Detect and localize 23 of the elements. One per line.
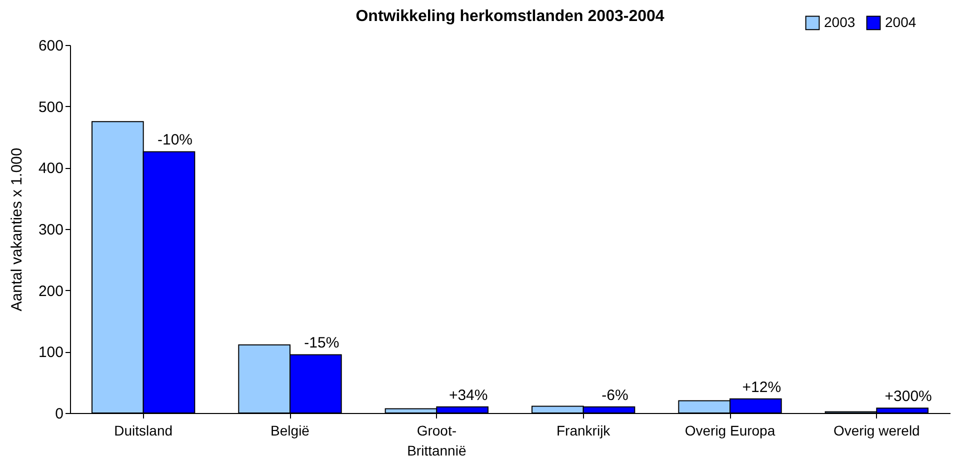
x-tick-label: België xyxy=(270,422,310,438)
y-tick-label: 200 xyxy=(38,282,64,300)
x-tick-label: Groot-Brittannië xyxy=(407,422,466,458)
x-tick-label: Overig wereld xyxy=(833,422,920,438)
y-tick-label: 400 xyxy=(38,160,64,178)
annotation: +12% xyxy=(742,378,782,396)
chart-title: Ontwikkeling herkomstlanden 2003-2004 xyxy=(356,8,664,25)
x-tick-label: Frankrijk xyxy=(556,422,612,438)
annotation: +34% xyxy=(448,386,488,404)
y-tick-label: 600 xyxy=(38,38,64,54)
annotation: +300% xyxy=(884,388,932,406)
annotation: -10% xyxy=(157,132,193,149)
y-tick-label: 100 xyxy=(38,344,64,362)
y-tick-label: 500 xyxy=(38,98,64,116)
x-tick-label: Overig Europa xyxy=(684,422,776,438)
y-axis-title: Aantal vakanties x 1.000 xyxy=(8,148,26,312)
annotation: -6% xyxy=(602,386,628,404)
annotation: -15% xyxy=(304,334,340,352)
legend-label: 2004 xyxy=(885,14,916,30)
y-tick-label: 0 xyxy=(55,406,64,422)
legend-label: 2003 xyxy=(824,14,856,30)
y-tick-label: 300 xyxy=(38,222,64,238)
x-tick-label: Duitsland xyxy=(114,422,173,438)
